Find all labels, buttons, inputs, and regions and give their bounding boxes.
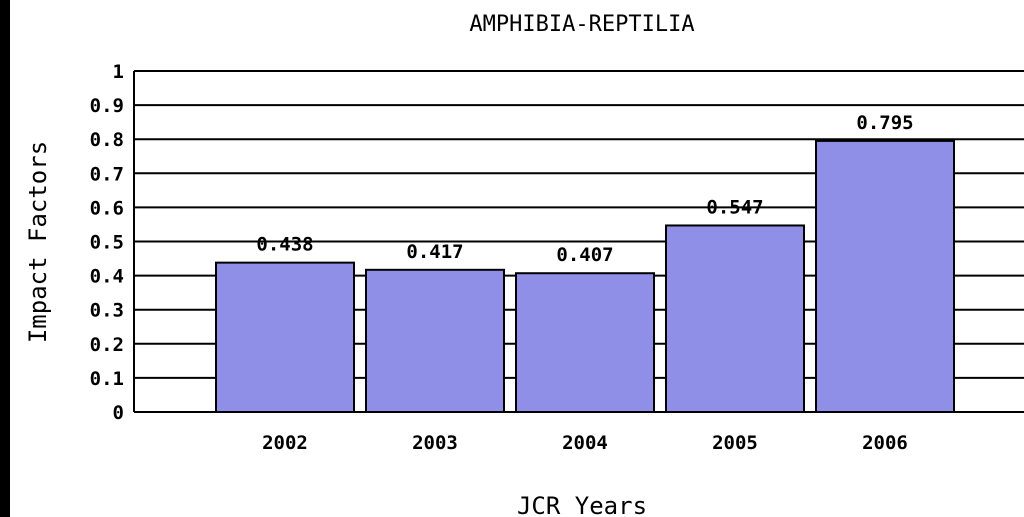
value-labels: 0.438 0.417 0.407 0.547 0.795 (256, 112, 913, 266)
chart-title: AMPHIBIA-REPTILIA (469, 12, 694, 37)
value-label: 0.547 (706, 196, 763, 218)
bar (365, 268, 505, 414)
bars (215, 139, 955, 414)
y-tick-label: 0.8 (90, 129, 124, 151)
value-label: 0.795 (856, 112, 913, 134)
y-tick-label: 0.3 (90, 300, 124, 322)
bar (515, 272, 655, 414)
y-tick-label: 0.4 (90, 266, 124, 288)
y-tick-label: 0.1 (90, 368, 124, 390)
plot-frame (133, 71, 1024, 413)
bar (215, 261, 355, 413)
x-tick-labels: 2002 2003 2004 2005 2006 (262, 432, 908, 454)
y-tick-label: 0 (113, 402, 124, 424)
x-tick-label: 2003 (412, 432, 458, 454)
value-label: 0.438 (256, 234, 313, 256)
x-tick-label: 2006 (862, 432, 908, 454)
value-label: 0.417 (406, 241, 463, 263)
x-axis-label: JCR Years (517, 492, 647, 517)
y-tick-labels: 0 0.1 0.2 0.3 0.4 0.5 0.6 0.7 0.8 0.9 1 (90, 61, 124, 424)
bar (815, 139, 955, 413)
x-tick-label: 2002 (262, 432, 308, 454)
chart-canvas: AMPHIBIA-REPTILIA Impact Factors JCR Yea… (10, 0, 1024, 517)
y-tick-label: 0.2 (90, 334, 124, 356)
y-tick-label: 0.9 (90, 95, 124, 117)
value-label: 0.407 (556, 244, 613, 266)
bar (665, 224, 805, 413)
y-tick-label: 0.5 (90, 232, 124, 254)
y-tick-label: 0.6 (90, 197, 124, 219)
x-tick-label: 2004 (562, 432, 608, 454)
y-axis-label: Impact Factors (24, 141, 52, 343)
x-tick-label: 2005 (712, 432, 758, 454)
y-tick-label: 1 (113, 61, 124, 83)
y-tick-label: 0.7 (90, 163, 124, 185)
bar-chart: AMPHIBIA-REPTILIA Impact Factors JCR Yea… (24, 12, 1024, 517)
